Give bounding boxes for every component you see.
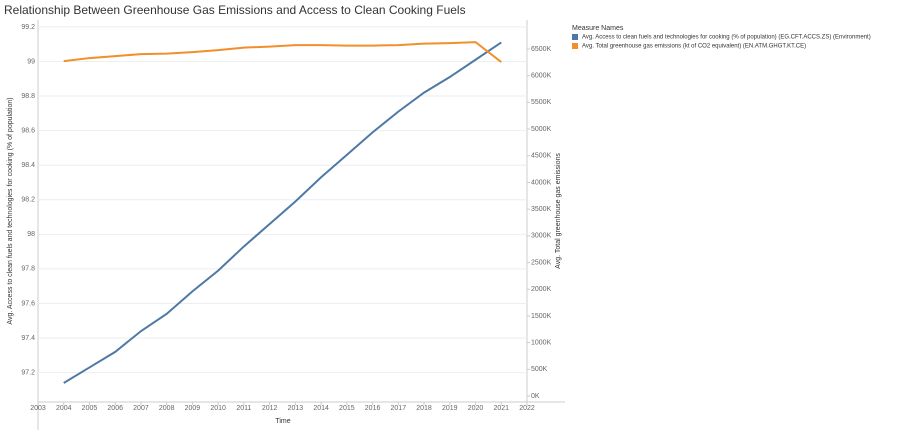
y-tick-label: 97.8 (21, 266, 35, 273)
y2-tick-label: 500K (531, 366, 548, 373)
x-tick-label: 2011 (236, 405, 251, 412)
y-tick-label: 98.2 (21, 197, 35, 204)
y-tick-label: 99.2 (21, 24, 35, 31)
y-tick-label: 98 (27, 231, 35, 238)
x-tick-label: 2004 (56, 405, 72, 412)
x-tick-label: 2014 (313, 405, 329, 412)
x-tick-label: 2015 (339, 405, 355, 412)
y2-tick-label: 4500K (531, 153, 552, 160)
y-tick-label: 98.8 (21, 93, 35, 100)
x-tick-label: 2021 (493, 405, 509, 412)
x-tick-label: 2022 (519, 405, 535, 412)
x-tick-label: 2003 (30, 405, 46, 412)
y2-tick-label: 4000K (531, 179, 552, 186)
series-line (63, 41, 502, 63)
y-axis-title: Avg. Access to clean fuels and technolog… (7, 97, 14, 324)
y2-tick-label: 5500K (531, 99, 552, 106)
y2-axis-title: Avg. Total greenhouse gas emissions (555, 153, 562, 269)
x-axis-title: Time (275, 418, 290, 425)
legend-swatch (572, 43, 578, 49)
x-tick-label: 2019 (442, 405, 458, 412)
chart-title: Relationship Between Greenhouse Gas Emis… (4, 3, 466, 17)
y-tick-label: 97.2 (21, 369, 35, 376)
legend-title: Measure Names (572, 25, 624, 32)
x-tick-label: 2017 (391, 405, 407, 412)
x-tick-label: 2013 (288, 405, 304, 412)
x-tick-label: 2012 (262, 405, 278, 412)
x-tick-label: 2006 (107, 405, 123, 412)
y2-tick-label: 3500K (531, 206, 552, 213)
legend-swatch (572, 34, 578, 40)
x-tick-label: 2007 (133, 405, 149, 412)
y2-tick-label: 6500K (531, 46, 552, 53)
y2-tick-label: 0K (531, 393, 540, 400)
y2-tick-label: 1000K (531, 339, 552, 346)
series-line (63, 41, 502, 384)
x-tick-label: 2008 (159, 405, 175, 412)
x-tick-label: 2009 (185, 405, 201, 412)
y2-tick-label: 5000K (531, 126, 552, 133)
y-tick-label: 97.6 (21, 300, 35, 307)
x-tick-label: 2005 (82, 405, 98, 412)
x-tick-label: 2010 (210, 405, 226, 412)
y-tick-label: 98.4 (21, 162, 35, 169)
y2-tick-label: 1500K (531, 313, 552, 320)
legend-label: Avg. Access to clean fuels and technolog… (582, 35, 871, 41)
x-tick-label: 2020 (468, 405, 484, 412)
y-tick-label: 97.4 (21, 335, 35, 342)
y2-tick-label: 2000K (531, 286, 552, 293)
y-tick-label: 98.6 (21, 127, 35, 134)
x-tick-label: 2018 (416, 405, 432, 412)
y-tick-label: 99 (27, 58, 35, 65)
legend-label: Avg. Total greenhouse gas emissions (kt … (582, 44, 806, 50)
y2-tick-label: 3000K (531, 233, 552, 240)
x-tick-label: 2016 (365, 405, 381, 412)
y2-tick-label: 6000K (531, 73, 552, 80)
y2-tick-label: 2500K (531, 259, 552, 266)
